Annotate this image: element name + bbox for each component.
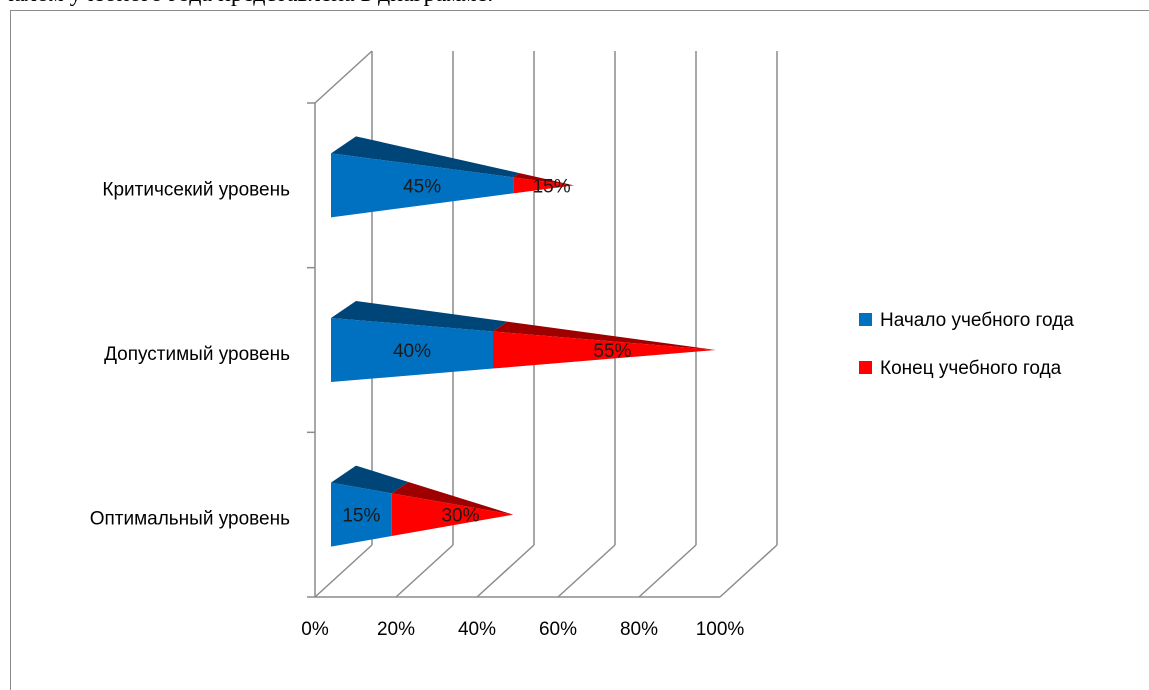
- data-label: 30%: [441, 506, 479, 527]
- bars: [331, 136, 716, 547]
- category-label: Допустимый уровень: [104, 344, 290, 365]
- cone-top-surface: [331, 465, 409, 494]
- data-label: 55%: [593, 341, 631, 362]
- chart-frame: [10, 10, 1149, 690]
- x-tick-label: 40%: [458, 619, 496, 640]
- cone-segment: [493, 331, 716, 369]
- category-label: Критичсекий уровень: [102, 179, 290, 200]
- cone-segment: [331, 482, 392, 547]
- legend: Начало учебного года Конец учебного года: [859, 310, 1074, 379]
- gridlines: [314, 50, 778, 598]
- legend-swatch: [859, 313, 872, 326]
- gridline-floor: [557, 544, 616, 598]
- data-label: 15%: [533, 176, 571, 197]
- legend-swatch: [859, 361, 872, 374]
- cone-bar-chart: 0% 20% 40% 60% 80% 100% Оптимальный уровень Доп…: [90, 50, 1074, 640]
- cone-segment: [513, 177, 574, 194]
- cone-top-surface: [513, 173, 574, 186]
- x-tick-label: 100%: [696, 619, 745, 640]
- x-tick-label: 80%: [620, 619, 658, 640]
- cone-top-surface: [493, 321, 716, 350]
- cone-segment: [391, 493, 514, 536]
- gridline-floor: [395, 544, 454, 598]
- data-labels: 15% 30% 40% 55% 45% 15%: [342, 176, 631, 526]
- axes: 0% 20% 40% 60% 80% 100% Оптимальный уровень Доп…: [90, 102, 745, 640]
- x-tick-label: 20%: [377, 619, 415, 640]
- cone-segment: [331, 318, 493, 382]
- x-tick-label: 60%: [539, 619, 577, 640]
- cone-segment: [331, 153, 514, 218]
- data-label: 40%: [393, 341, 431, 362]
- legend-label: Конец учебного года: [880, 358, 1062, 379]
- cone-top-surface: [391, 482, 514, 515]
- data-label: 45%: [403, 176, 441, 197]
- gridline-floor: [314, 544, 373, 598]
- category-label: Оптимальный уровень: [90, 509, 290, 530]
- document-text-line: чалом учебного года представлена в диагр…: [2, 0, 493, 8]
- wall-edge: [314, 50, 373, 104]
- data-label: 15%: [342, 506, 380, 527]
- x-tick-label: 0%: [301, 619, 329, 640]
- gridline-floor: [719, 544, 778, 598]
- gridline-floor: [476, 544, 535, 598]
- gridline-floor: [638, 544, 697, 598]
- legend-label: Начало учебного года: [880, 310, 1074, 331]
- cone-top-surface: [331, 136, 520, 178]
- cone-top-surface: [331, 301, 508, 332]
